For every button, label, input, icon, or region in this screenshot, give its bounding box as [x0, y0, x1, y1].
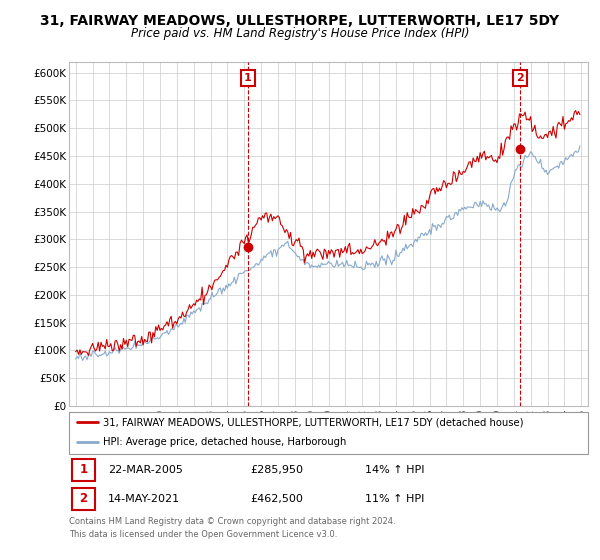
Text: This data is licensed under the Open Government Licence v3.0.: This data is licensed under the Open Gov…	[69, 530, 337, 539]
Text: 31, FAIRWAY MEADOWS, ULLESTHORPE, LUTTERWORTH, LE17 5DY (detached house): 31, FAIRWAY MEADOWS, ULLESTHORPE, LUTTER…	[103, 417, 523, 427]
Text: 22-MAR-2005: 22-MAR-2005	[108, 465, 183, 475]
Text: Price paid vs. HM Land Registry's House Price Index (HPI): Price paid vs. HM Land Registry's House …	[131, 27, 469, 40]
Text: 31, FAIRWAY MEADOWS, ULLESTHORPE, LUTTERWORTH, LE17 5DY: 31, FAIRWAY MEADOWS, ULLESTHORPE, LUTTER…	[40, 14, 560, 28]
Text: 2: 2	[79, 492, 88, 506]
Text: £285,950: £285,950	[251, 465, 304, 475]
Text: 1: 1	[244, 73, 252, 83]
Text: 14-MAY-2021: 14-MAY-2021	[108, 494, 180, 504]
Text: £462,500: £462,500	[251, 494, 304, 504]
Text: 14% ↑ HPI: 14% ↑ HPI	[365, 465, 424, 475]
FancyBboxPatch shape	[69, 412, 588, 454]
Text: 11% ↑ HPI: 11% ↑ HPI	[365, 494, 424, 504]
Text: HPI: Average price, detached house, Harborough: HPI: Average price, detached house, Harb…	[103, 437, 346, 447]
FancyBboxPatch shape	[71, 488, 95, 510]
Text: 1: 1	[79, 463, 88, 477]
FancyBboxPatch shape	[71, 459, 95, 481]
Text: 2: 2	[516, 73, 524, 83]
Text: Contains HM Land Registry data © Crown copyright and database right 2024.: Contains HM Land Registry data © Crown c…	[69, 517, 395, 526]
